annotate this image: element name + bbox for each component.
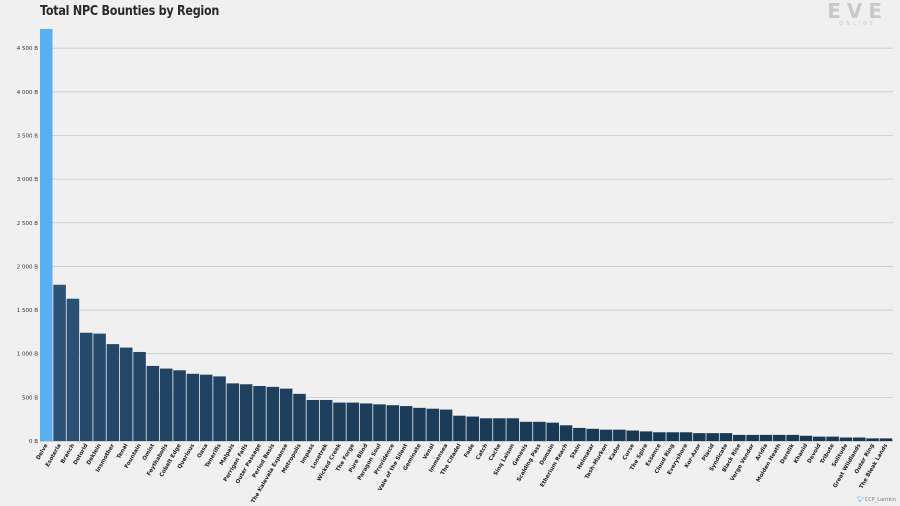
x-tick-label: Catch	[475, 443, 489, 461]
y-tick-label: 500 B	[22, 395, 38, 401]
y-tick-label: 1 500 B	[17, 308, 38, 314]
bars	[40, 28, 893, 442]
bar-derelik	[786, 434, 799, 441]
bar-molden-heath	[773, 434, 786, 441]
bar-everyshore	[679, 432, 693, 441]
x-tick-label: Curse	[622, 443, 636, 462]
logo-wordmark: EVE	[827, 0, 888, 23]
x-tick-label: Delve	[36, 443, 50, 461]
bar-domain	[546, 422, 559, 441]
bar-the-citadel	[453, 415, 466, 441]
bar-insmother	[106, 344, 120, 441]
bar-delve	[40, 28, 53, 441]
bird-icon: 🐦︎	[857, 496, 865, 503]
bar-pure-blind	[359, 403, 373, 441]
bar-the-kalevala-expanse	[279, 388, 293, 442]
bar-sinq-laison	[506, 418, 520, 441]
bar-khanid	[799, 435, 813, 441]
bar-detorid	[79, 332, 93, 441]
bar-cache	[493, 418, 506, 441]
bar-scalding-pass	[533, 421, 546, 441]
y-tick-label: 3 500 B	[17, 133, 38, 139]
logo-subtext: ONLINE	[839, 21, 877, 27]
bar-etherium-reach	[559, 425, 573, 441]
bar-cobalt-edge	[173, 370, 186, 441]
bar-essence	[653, 432, 666, 441]
bar-tenerifis	[213, 376, 226, 441]
bar-paragon-soul	[373, 404, 386, 441]
bar-tash-murkon	[599, 429, 613, 441]
x-tick-label: Kador	[608, 443, 623, 462]
bar-outer-passage	[253, 386, 266, 441]
bar-feythabolis	[159, 368, 173, 441]
y-tick-label: 4 500 B	[17, 46, 38, 52]
bar-cloud-ring	[666, 432, 679, 441]
bar-providence	[386, 405, 400, 441]
bar-metropolis	[293, 393, 306, 441]
bar-tenal	[119, 347, 133, 441]
bar-curse	[626, 430, 639, 441]
bar-oasa	[199, 374, 213, 441]
bar-the-bleak-lands	[879, 438, 893, 441]
bar-fountain	[133, 351, 146, 441]
y-tick-label: 4 000 B	[17, 90, 38, 96]
bar-stain	[573, 427, 586, 441]
y-axis: 0 B 500 B 1 000 B 1 500 B 2 000 B 2 500 B 3 00…	[17, 46, 38, 445]
bar-the-forge	[346, 402, 360, 441]
x-tick-label: Fade	[463, 443, 476, 459]
bar-heimatar	[586, 428, 599, 441]
credit-handle: CCP_Larrikin	[864, 497, 896, 503]
bar-placid	[706, 433, 719, 441]
bar-omist	[146, 365, 160, 441]
y-tick-label: 1 000 B	[17, 352, 38, 358]
bar-impass	[306, 399, 320, 441]
bar-period-basis	[266, 386, 280, 441]
bar-solitude	[839, 437, 853, 441]
bar-immensea	[439, 409, 453, 441]
bar-esoteria	[53, 284, 66, 441]
bar-geminate	[413, 407, 426, 441]
bar-branch	[66, 298, 80, 441]
bar-black-rise	[733, 434, 746, 441]
bar-malpais	[226, 383, 240, 441]
x-axis: DelveEsoteriaBranchDetoridDekleinInsmoth…	[36, 442, 890, 504]
bar-great-wildlands	[853, 437, 866, 441]
x-tick-label: Venal	[422, 443, 436, 461]
bar-outer-ring	[866, 438, 879, 441]
bar-tribute	[826, 436, 839, 441]
bar-deklein	[93, 333, 106, 441]
bar-perrigen-falls	[239, 384, 253, 441]
bar-lonetrek	[319, 399, 333, 441]
x-tick-label: Tenal	[116, 443, 129, 460]
bar-venal	[426, 408, 440, 441]
bar-kor-azor	[693, 433, 706, 441]
bar-catch	[479, 418, 493, 441]
bar-the-spire	[639, 431, 653, 441]
chart-title: Total NPC Bounties by Region	[40, 4, 220, 19]
bar-querious	[186, 373, 200, 441]
bar-kador	[613, 429, 626, 441]
bar-fade	[466, 416, 480, 441]
bar-wicked-creek	[333, 402, 346, 441]
bar-verge-vendor	[746, 434, 759, 441]
x-tick-label: Oasa	[197, 443, 210, 460]
credit: 🐦︎CCP_Larrikin	[857, 496, 896, 503]
x-tick-label: Stain	[569, 443, 582, 460]
y-tick-label: 0 B	[29, 439, 38, 445]
bar-genesis	[519, 421, 533, 441]
eve-online-logo: EVE ONLINE	[827, 1, 888, 27]
y-tick-label: 3 000 B	[17, 177, 38, 183]
bar-syndicate	[719, 433, 733, 441]
bar-vale-of-the-silent	[399, 406, 413, 441]
bar-devoid	[813, 436, 826, 441]
bar-aridia	[759, 434, 773, 441]
y-tick-label: 2 000 B	[17, 264, 38, 270]
y-tick-label: 2 500 B	[17, 221, 38, 227]
